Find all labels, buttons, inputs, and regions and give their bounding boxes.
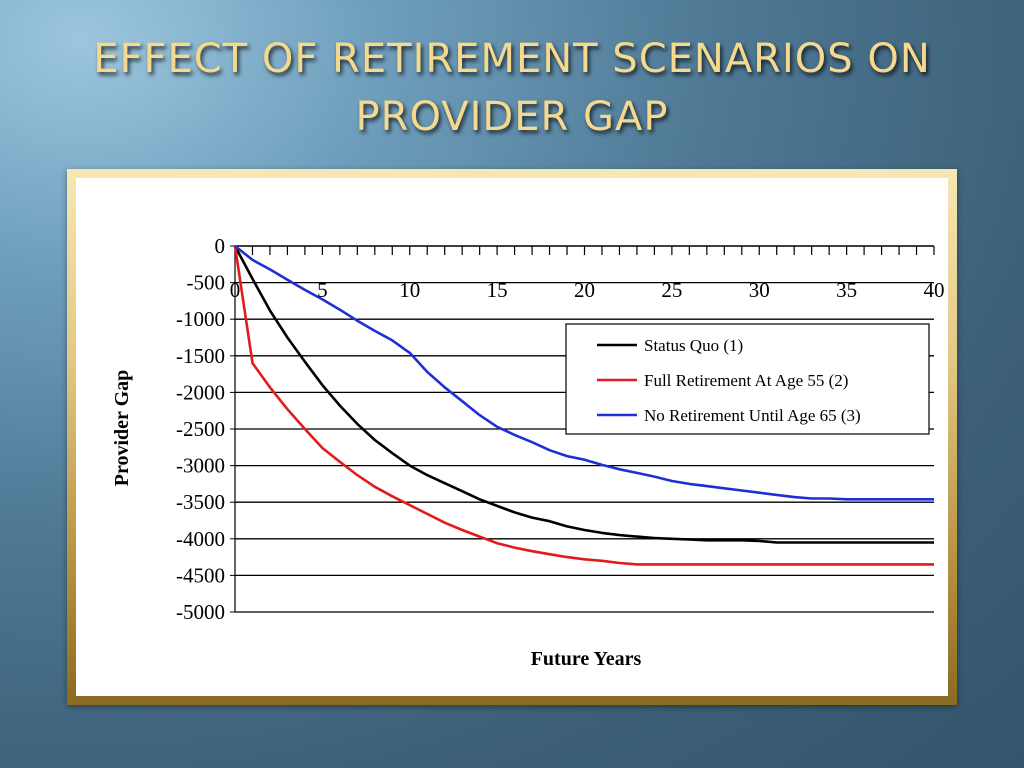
y-tick-label: -2000 bbox=[176, 380, 225, 404]
series-line-3 bbox=[234, 244, 934, 501]
tick-labels: 0-500-1000-1500-2000-2500-3000-3500-4000… bbox=[176, 234, 945, 624]
chart-panel: 0 -500 -1000 -1500 -2000 -2500 -3000 -3500 -4000… bbox=[76, 178, 948, 696]
y-tick-label: -500 bbox=[187, 271, 226, 295]
y-tick-label: -3000 bbox=[176, 454, 225, 478]
y-tick-label: -4500 bbox=[176, 563, 225, 587]
x-tick-label: 5 bbox=[317, 278, 328, 302]
y-tick-label: 0 bbox=[215, 234, 226, 258]
y-tick-label: -1500 bbox=[176, 344, 225, 368]
y-tick-label: -1000 bbox=[176, 307, 225, 331]
legend-label-1: Status Quo (1) bbox=[644, 336, 743, 355]
y-tick-label: -3500 bbox=[176, 490, 225, 514]
series-line-2 bbox=[233, 245, 934, 566]
legend-label-2: Full Retirement At Age 55 (2) bbox=[644, 371, 848, 390]
x-tick-label: 15 bbox=[487, 278, 508, 302]
axes bbox=[230, 245, 935, 613]
y-axis-label: Provider Gap bbox=[111, 370, 133, 486]
slide-title-line-2: PROVIDER GAP bbox=[355, 94, 669, 140]
x-tick-label: 0 bbox=[230, 278, 241, 302]
y-tick-label: -5000 bbox=[176, 600, 225, 624]
x-tick-label: 20 bbox=[574, 278, 595, 302]
y-tick-label: -4000 bbox=[176, 527, 225, 551]
line-chart: 0-500-1000-1500-2000-2500-3000-3500-4000… bbox=[111, 234, 945, 670]
x-tick-label: 30 bbox=[749, 278, 770, 302]
y-tick-label: -2500 bbox=[176, 417, 225, 441]
x-tick-label: 40 bbox=[924, 278, 945, 302]
series-line-1 bbox=[233, 245, 934, 544]
x-tick-label: 10 bbox=[399, 278, 420, 302]
legend: Status Quo (1) Full Retirement At Age 55 … bbox=[565, 323, 930, 435]
slide-title: EFFECT OF RETIREMENT SCENARIOS ON PROVID… bbox=[0, 30, 1024, 146]
series-lines bbox=[233, 244, 934, 566]
x-axis-label: Future Years bbox=[531, 648, 642, 670]
x-tick-label: 25 bbox=[661, 278, 682, 302]
slide-title-line-1: EFFECT OF RETIREMENT SCENARIOS ON bbox=[93, 36, 931, 82]
legend-label-3: No Retirement Until Age 65 (3) bbox=[644, 406, 861, 425]
x-tick-label: 35 bbox=[836, 278, 857, 302]
